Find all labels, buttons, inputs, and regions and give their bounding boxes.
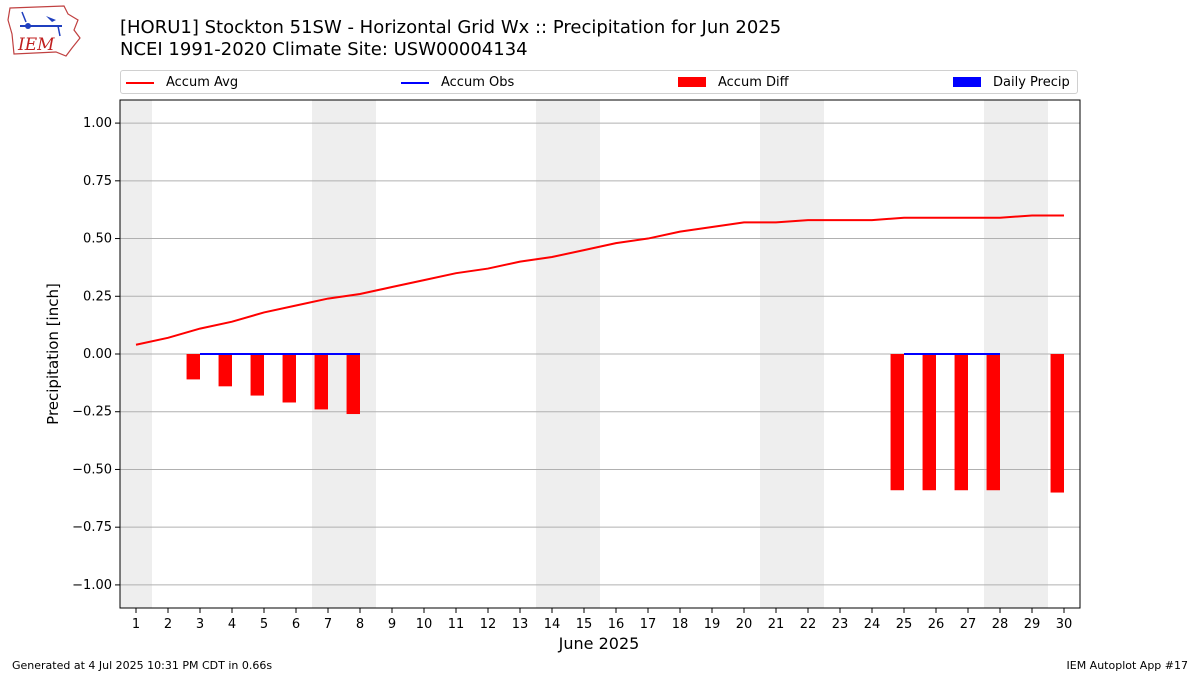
x-tick-label: 1 <box>132 617 140 632</box>
x-tick-label: 9 <box>388 617 396 632</box>
x-tick-label: 26 <box>928 617 945 632</box>
x-tick-label: 7 <box>324 617 332 632</box>
x-tick-label: 16 <box>608 617 625 632</box>
x-tick-label: 11 <box>448 617 465 632</box>
series-lines <box>135 214 1064 355</box>
x-tick-label: 13 <box>512 617 529 632</box>
x-axis-ticks: 1 2 3 4 5 6 7 8 9 10 11 12 13 14 15 16 17 18 19 20 21 22 23 24 2… <box>132 608 1072 632</box>
accum-diff-bar <box>282 354 296 403</box>
x-tick-label: 23 <box>832 617 849 632</box>
chart-subtitle: NCEI 1991-2020 Climate Site: USW00004134 <box>120 39 528 60</box>
x-tick-label: 5 <box>260 617 268 632</box>
y-tick-label: 1.00 <box>83 116 112 131</box>
weekend-bands <box>120 100 1048 608</box>
legend-swatch <box>401 82 429 84</box>
iem-logo: IEM <box>7 5 81 57</box>
accum-diff-bars <box>186 354 1064 493</box>
x-tick-label: 15 <box>576 617 593 632</box>
logo-text: IEM <box>17 35 55 55</box>
legend-label: Accum Avg <box>166 75 239 90</box>
x-tick-label: 22 <box>800 617 817 632</box>
legend-label: Accum Diff <box>718 75 789 90</box>
accum-avg-line <box>135 214 1064 346</box>
accum-diff-bar <box>218 354 232 387</box>
x-tick-label: 27 <box>960 617 977 632</box>
y-tick-label: −0.50 <box>72 462 112 477</box>
y-tick-label: 0.75 <box>83 174 112 189</box>
y-tick-label: 0.00 <box>83 347 112 362</box>
x-tick-label: 2 <box>164 617 172 632</box>
x-axis-label: June 2025 <box>558 634 640 653</box>
x-tick-label: 24 <box>864 617 881 632</box>
accum-diff-bar <box>250 354 264 396</box>
x-tick-label: 6 <box>292 617 300 632</box>
x-tick-label: 20 <box>736 617 753 632</box>
chart-title: [HORU1] Stockton 51SW - Horizontal Grid … <box>120 17 782 38</box>
y-tick-label: −0.25 <box>72 405 112 420</box>
x-tick-label: 4 <box>228 617 236 632</box>
x-tick-label: 19 <box>704 617 721 632</box>
x-tick-label: 17 <box>640 617 657 632</box>
footer-generated: Generated at 4 Jul 2025 10:31 PM CDT in … <box>12 659 273 672</box>
x-tick-label: 14 <box>544 617 561 632</box>
footer-app: IEM Autoplot App #17 <box>1066 659 1189 672</box>
y-tick-label: −0.75 <box>72 520 112 535</box>
legend-swatch <box>678 77 706 87</box>
y-tick-label: 0.50 <box>83 232 112 247</box>
accum-diff-bar <box>986 354 1000 491</box>
accum-diff-bar <box>954 354 968 491</box>
accum-diff-bar <box>186 354 200 380</box>
accum-diff-bar <box>314 354 328 410</box>
accum-diff-bar <box>890 354 904 491</box>
x-tick-label: 30 <box>1056 617 1073 632</box>
x-tick-label: 21 <box>768 617 785 632</box>
legend-swatch <box>953 77 981 87</box>
x-tick-label: 18 <box>672 617 689 632</box>
x-tick-label: 12 <box>480 617 497 632</box>
x-tick-label: 8 <box>356 617 364 632</box>
legend-swatch <box>126 82 154 84</box>
x-tick-label: 28 <box>992 617 1009 632</box>
x-tick-label: 25 <box>896 617 913 632</box>
y-tick-label: −1.00 <box>72 578 112 593</box>
legend: Accum Avg Accum Obs Accum Diff Daily Pre… <box>120 70 1078 94</box>
accum-diff-bar <box>922 354 936 491</box>
y-tick-label: 0.25 <box>83 289 112 304</box>
legend-label: Daily Precip <box>993 75 1070 90</box>
accum-diff-bar <box>1050 354 1064 493</box>
x-tick-label: 10 <box>416 617 433 632</box>
x-tick-label: 29 <box>1024 617 1041 632</box>
y-axis-label: Precipitation [inch] <box>44 283 62 425</box>
accum-diff-bar <box>346 354 360 415</box>
y-axis-ticks: 1.00 0.75 0.50 0.25 0.00 −0.25 −0.50 −0.75 −1.00 <box>72 116 120 593</box>
x-tick-label: 3 <box>196 617 204 632</box>
legend-label: Accum Obs <box>441 75 515 90</box>
